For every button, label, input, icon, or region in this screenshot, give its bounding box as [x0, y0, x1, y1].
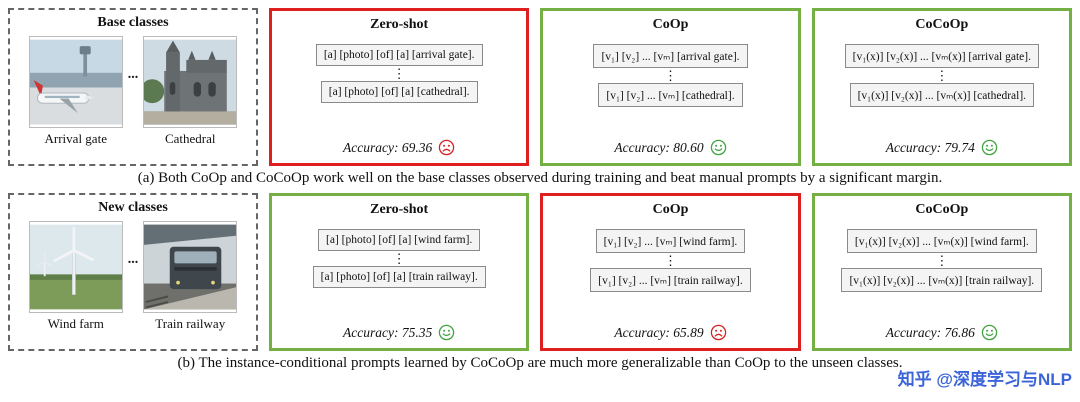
panel-title: Zero-shot	[370, 202, 429, 217]
vertical-dots: ⋮	[935, 253, 949, 268]
caption-b: (b) The instance-conditional prompts lea…	[177, 355, 903, 371]
accuracy-text: Accuracy: 76.86	[885, 324, 975, 340]
prompt-box: [v₁(x)] [v₂(x)] ... [vₘ(x)] [wind farm].	[846, 229, 1037, 253]
prompt-box: [a] [photo] [of] [a] [wind farm].	[318, 229, 481, 251]
row-base-classes: Base classes Arrival g	[8, 8, 1072, 166]
vertical-dots: ⋮	[392, 66, 406, 81]
panel-title: CoCoOp	[915, 202, 969, 217]
panel-title: CoOp	[652, 17, 689, 32]
sad-face-icon	[439, 139, 455, 156]
smiley-face-icon	[981, 324, 998, 341]
accuracy-line: Accuracy: 76.86	[886, 324, 998, 341]
panel-coop-new: CoOp [v₁] [v₂] ... [vₘ] [wind farm]. ⋮ […	[540, 193, 801, 351]
caption-a: (a) Both CoOp and CoCoOp work well on th…	[137, 170, 943, 186]
arrival-gate-photo	[28, 36, 123, 128]
cathedral-photo	[143, 36, 238, 128]
smiley-face-icon	[981, 139, 998, 156]
panel-cocoop-base: CoCoOp [v₁(x)] [v₂(x)] ... [vₘ(x)] [arri…	[811, 8, 1072, 166]
panel-title: CoCoOp	[915, 17, 969, 32]
class-item: Train railway	[143, 221, 238, 332]
wind-farm-photo	[28, 221, 123, 313]
class-label: Wind farm	[47, 316, 104, 331]
prompt-box: [v₁] [v₂] ... [vₘ] [train railway].	[590, 268, 751, 292]
class-item: Cathedral	[143, 36, 238, 147]
prompt-box: [v₁] [v₂] ... [vₘ] [cathedral].	[598, 83, 743, 107]
accuracy-text: Accuracy: 69.36	[343, 139, 433, 155]
accuracy-text: Accuracy: 80.60	[614, 139, 704, 155]
accuracy-line: Accuracy: 80.60	[614, 139, 726, 156]
row-new-classes: New classes	[8, 193, 1072, 351]
panel-title: Zero-shot	[370, 17, 429, 32]
prompt-box: [a] [photo] [of] [a] [cathedral].	[320, 81, 478, 103]
panel-zero-shot-new: Zero-shot [a] [photo] [of] [a] [wind far…	[269, 193, 530, 351]
class-item: Arrival gate	[28, 36, 123, 147]
classes-box-title: New classes	[98, 200, 168, 215]
classes-ellipsis: ...	[127, 251, 139, 267]
panel-coop-base: CoOp [v₁] [v₂] ... [vₘ] [arrival gate]. …	[540, 8, 801, 166]
class-item: Wind farm	[28, 221, 123, 332]
prompt-box: [v₁] [v₂] ... [vₘ] [wind farm].	[595, 229, 746, 253]
accuracy-line: Accuracy: 75.35	[343, 324, 455, 341]
classes-images: Arrival gate ...	[28, 36, 238, 147]
panel-title: CoOp	[652, 202, 689, 217]
base-classes-box: Base classes Arrival g	[8, 8, 258, 166]
accuracy-line: Accuracy: 79.74	[886, 139, 998, 156]
prompt-box: [v₁(x)] [v₂(x)] ... [vₘ(x)] [arrival gat…	[844, 44, 1039, 68]
smiley-face-icon	[439, 324, 455, 341]
prompt-box: [a] [photo] [of] [a] [train railway].	[312, 266, 486, 288]
prompt-box: [a] [photo] [of] [a] [arrival gate].	[315, 44, 483, 66]
prompt-box: [v₁] [v₂] ... [vₘ] [arrival gate].	[593, 44, 748, 68]
new-classes-box: New classes	[8, 193, 258, 351]
panel-zero-shot-base: Zero-shot [a] [photo] [of] [a] [arrival …	[269, 8, 530, 166]
accuracy-line: Accuracy: 69.36	[343, 139, 455, 156]
train-railway-photo	[143, 221, 238, 313]
accuracy-text: Accuracy: 65.89	[614, 324, 704, 340]
accuracy-text: Accuracy: 79.74	[885, 139, 975, 155]
vertical-dots: ⋮	[663, 68, 677, 83]
panel-cocoop-new: CoCoOp [v₁(x)] [v₂(x)] ... [vₘ(x)] [wind…	[811, 193, 1072, 351]
vertical-dots: ⋮	[663, 253, 677, 268]
classes-box-title: Base classes	[97, 15, 169, 30]
class-label: Arrival gate	[44, 131, 107, 146]
accuracy-line: Accuracy: 65.89	[614, 324, 726, 341]
classes-ellipsis: ...	[127, 66, 139, 82]
watermark: 知乎 @深度学习与NLP	[897, 370, 1072, 389]
prompt-box: [v₁(x)] [v₂(x)] ... [vₘ(x)] [train railw…	[841, 268, 1043, 292]
accuracy-text: Accuracy: 75.35	[343, 324, 433, 340]
sad-face-icon	[710, 324, 726, 341]
vertical-dots: ⋮	[392, 251, 406, 266]
class-label: Train railway	[155, 316, 226, 331]
classes-images: Wind farm ...	[28, 221, 238, 332]
vertical-dots: ⋮	[935, 68, 949, 83]
class-label: Cathedral	[164, 131, 216, 146]
prompt-box: [v₁(x)] [v₂(x)] ... [vₘ(x)] [cathedral].	[849, 83, 1035, 107]
smiley-face-icon	[710, 139, 726, 156]
